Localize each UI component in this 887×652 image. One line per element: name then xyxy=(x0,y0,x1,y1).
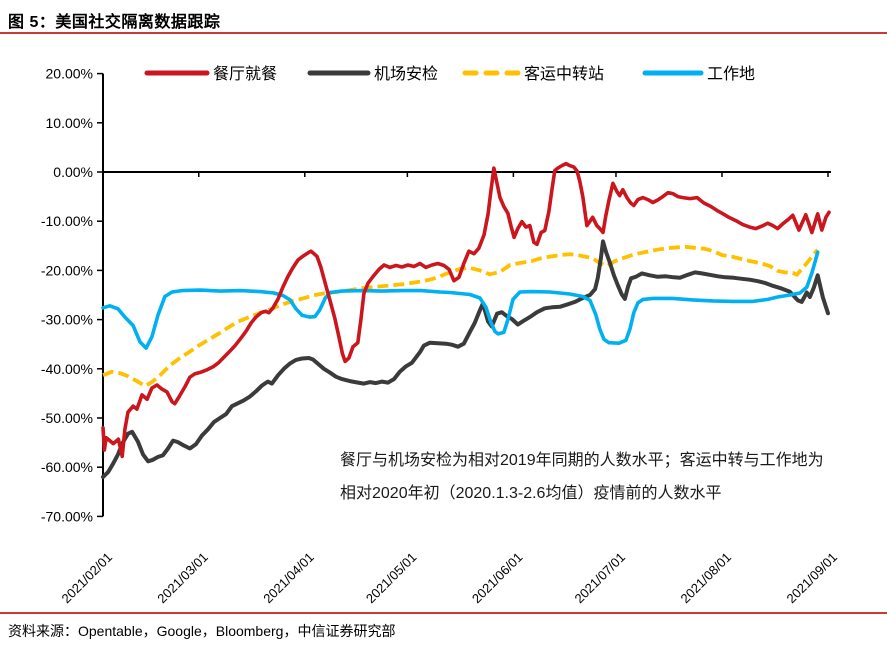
x-tick-label: 2021/07/01 xyxy=(571,550,628,607)
x-tick-label: 2021/04/01 xyxy=(260,550,317,607)
series-line-1 xyxy=(101,161,831,459)
annotation-line-1: 餐厅与机场安检为相对2019年同期的人数水平；客运中转与工作地为 xyxy=(340,452,824,469)
y-tick-label: -10.00% xyxy=(41,213,93,229)
legend-label-4: 工作地 xyxy=(707,65,755,83)
x-tick-label: 2021/02/01 xyxy=(58,550,115,607)
y-tick-label: -30.00% xyxy=(41,312,93,328)
x-tick-label: 2021/05/01 xyxy=(363,550,420,607)
series-line-3 xyxy=(102,244,820,388)
source-note: 资料来源：Opentable，Google，Bloomberg，中信证券研究部 xyxy=(8,623,396,639)
y-tick-label: 0.00% xyxy=(53,164,93,180)
legend-label-2: 机场安检 xyxy=(374,65,438,83)
figure-title: 图 5：美国社交隔离数据跟踪 xyxy=(8,14,221,31)
footer-rule xyxy=(0,612,887,614)
y-tick-label: -20.00% xyxy=(41,262,93,278)
y-tick-label: -70.00% xyxy=(41,508,93,524)
series-line-4 xyxy=(101,250,820,350)
annotation-line-2: 相对2020年初（2020.1.3-2.6均值）疫情前的人数水平 xyxy=(340,485,722,502)
x-tick-label: 2021/03/01 xyxy=(154,550,211,607)
y-tick-label: -40.00% xyxy=(41,361,93,377)
series-line-2 xyxy=(101,239,830,479)
legend-label-1: 餐厅就餐 xyxy=(213,65,277,83)
x-tick-label: 2021/06/01 xyxy=(469,550,526,607)
x-tick-label: 2021/09/01 xyxy=(783,550,840,607)
y-tick-label: 10.00% xyxy=(46,115,93,131)
title-underline xyxy=(0,32,887,34)
y-tick-label: -50.00% xyxy=(41,410,93,426)
x-tick-label: 2021/08/01 xyxy=(677,550,734,607)
chart-annotation: 餐厅与机场安检为相对2019年同期的人数水平；客运中转与工作地为 相对2020年… xyxy=(340,444,824,510)
legend-label-3: 客运中转站 xyxy=(524,65,604,83)
y-tick-label: 20.00% xyxy=(46,66,93,82)
y-tick-label: -60.00% xyxy=(41,459,93,475)
